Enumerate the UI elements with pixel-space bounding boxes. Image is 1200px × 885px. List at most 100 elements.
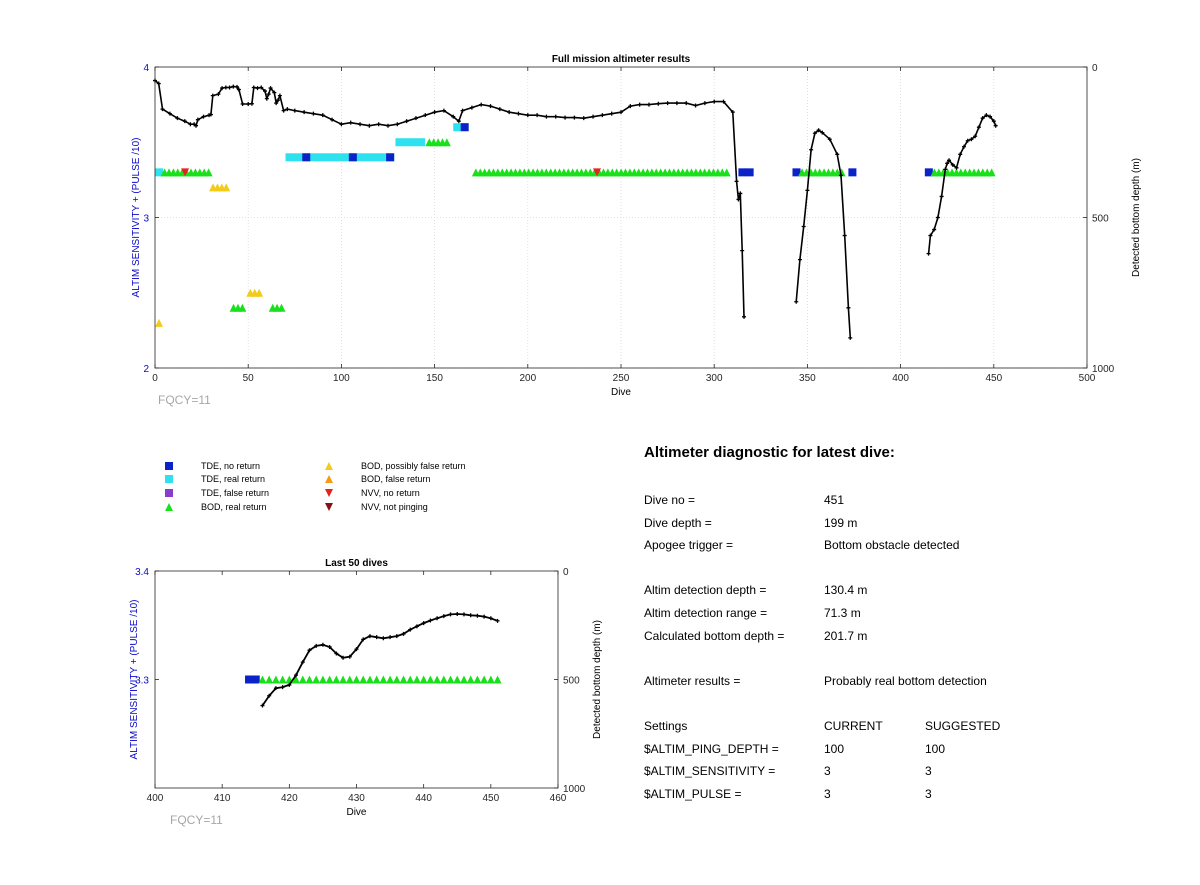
marker-tde_no [738,168,747,177]
depth-point [637,102,642,107]
depth-point [965,138,970,143]
detection-depth-row: Altim detection depth = 130.4 m [644,579,1164,602]
depth-point [448,612,453,617]
x-tick-label: 100 [333,373,350,384]
depth-point [736,197,741,202]
depth-point [926,251,931,256]
chart-title: Last 50 dives [325,558,388,569]
depth-point [311,111,316,116]
depth-point [674,101,679,106]
dive-depth-label: Dive depth = [644,515,712,530]
y-tick-label: 2 [143,364,149,375]
x-axis-label: Dive [611,387,631,398]
depth-point [327,644,332,649]
diagnostic-title: Altimeter diagnostic for latest dive: [644,444,895,461]
depth-point [272,90,277,95]
marker-bod_real [412,675,421,684]
setting-name: $ALTIM_PULSE = [644,786,742,801]
depth-point [451,114,456,119]
y-right-axis-label: Detected bottom depth (m) [1131,158,1142,277]
depth-point [742,314,747,319]
depth-point [367,634,372,639]
marker-bod_real [459,675,468,684]
marker-tde_no [792,168,801,177]
depth-point [628,104,633,109]
marker-bod_real [386,675,395,684]
legend-symbol-tde_no [165,462,173,470]
x-tick-label: 300 [706,373,723,384]
depth-point [320,642,325,647]
depth-point [388,635,393,640]
y-tick-label: 3.4 [135,567,149,578]
marker-tde_no [251,675,260,684]
depth-point [684,101,689,106]
marker-bod_real [278,675,287,684]
depth-point [348,120,353,125]
fqcy-footnote: FQCY=11 [158,393,211,407]
depth-point [339,122,344,127]
marker-bod_real [258,675,267,684]
depth-point [175,116,180,121]
depth-point [581,116,586,121]
depth-point [991,119,996,124]
marker-nvv_no [593,168,602,177]
depth-point [194,123,199,128]
depth-point [591,114,596,119]
marker-tde_real [328,153,337,162]
x-tick-label: 0 [152,373,158,384]
x-tick-label: 400 [147,793,164,804]
dive-depth-value: 199 m [824,515,858,530]
depth-point [848,335,853,340]
depth-point [395,122,400,127]
marker-bod_real [480,675,489,684]
marker-bod_pfalse [222,183,231,192]
dive-no-row: Dive no = 451 [644,489,1164,512]
depth-point [495,618,500,623]
depth-point [260,703,265,708]
depth-point [287,682,292,687]
marker-bod_real [399,675,408,684]
detection-range-label: Altim detection range = [644,605,768,620]
setting-row-ping-depth: $ALTIM_PING_DEPTH = 100 100 [644,738,1164,761]
x-tick-label: 420 [281,793,298,804]
depth-point [330,117,335,122]
marker-bod_real [265,675,274,684]
legend-symbol-nvv_no [325,489,333,497]
depth-point [314,643,319,648]
depth-point [943,167,948,172]
depth-point [954,165,959,170]
depth-point [572,115,577,120]
marker-tde_no [745,168,754,177]
setting-suggested: 3 [925,786,932,801]
marker-tde_real [371,153,380,162]
marker-tde_no [848,168,857,177]
depth-point [320,113,325,118]
depth-point [932,227,937,232]
depth-point [958,152,963,157]
legend-symbol-tde_real [165,475,173,483]
depth-point [460,108,465,113]
depth-point [236,87,241,92]
legend-label-tde_no: TDE, no return [201,461,260,471]
depth-point [693,103,698,108]
calculated-depth-label: Calculated bottom depth = [644,628,785,643]
depth-point [267,693,272,698]
marker-bod_real [392,675,401,684]
depth-point [646,102,651,107]
depth-point [482,614,487,619]
setting-current: 3 [824,786,831,801]
depth-point [381,636,386,641]
setting-suggested: 3 [925,764,932,779]
depth-point [456,119,461,124]
setting-current: 100 [824,741,845,756]
depth-point [249,101,254,106]
x-tick-label: 200 [519,373,536,384]
depth-point [374,635,379,640]
settings-header-row: Settings CURRENT SUGGESTED [644,715,1164,738]
marker-bod_real [352,675,361,684]
depth-point [266,92,271,97]
marker-tde_real [155,168,163,177]
depth-point [268,86,273,91]
depth-point [223,85,228,90]
